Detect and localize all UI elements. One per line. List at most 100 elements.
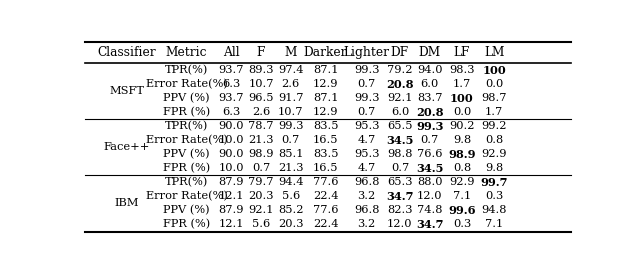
Text: 92.9: 92.9 (449, 177, 475, 187)
Text: F: F (257, 46, 265, 59)
Text: 88.0: 88.0 (417, 177, 442, 187)
Text: 94.0: 94.0 (417, 65, 442, 75)
Text: 0.7: 0.7 (420, 135, 439, 145)
Text: 83.5: 83.5 (313, 149, 339, 159)
Text: 98.7: 98.7 (481, 93, 507, 103)
Text: 7.1: 7.1 (485, 219, 503, 229)
Text: M: M (285, 46, 297, 59)
Text: 0.7: 0.7 (358, 79, 376, 89)
Text: 4.7: 4.7 (358, 135, 376, 145)
Text: 2.6: 2.6 (252, 107, 270, 117)
Text: 10.0: 10.0 (218, 163, 244, 173)
Text: 100: 100 (483, 65, 506, 76)
Text: 99.3: 99.3 (354, 93, 380, 103)
Text: 94.8: 94.8 (481, 206, 507, 215)
Text: 1.7: 1.7 (452, 79, 471, 89)
Text: 22.4: 22.4 (313, 191, 339, 202)
Text: 87.9: 87.9 (218, 177, 244, 187)
Text: 77.6: 77.6 (313, 206, 339, 215)
Text: 1.7: 1.7 (485, 107, 503, 117)
Text: IBM: IBM (115, 198, 140, 209)
Text: Error Rate(%): Error Rate(%) (146, 79, 228, 89)
Text: 6.3: 6.3 (222, 107, 241, 117)
Text: 95.3: 95.3 (354, 149, 380, 159)
Text: 10.0: 10.0 (218, 135, 244, 145)
Text: DM: DM (419, 46, 441, 59)
Text: 96.8: 96.8 (354, 206, 380, 215)
Text: 91.7: 91.7 (278, 93, 303, 103)
Text: 6.0: 6.0 (391, 107, 409, 117)
Text: 76.6: 76.6 (417, 149, 442, 159)
Text: MSFT: MSFT (109, 86, 145, 96)
Text: 96.5: 96.5 (248, 93, 274, 103)
Text: 95.3: 95.3 (354, 121, 380, 131)
Text: LM: LM (484, 46, 504, 59)
Text: 87.9: 87.9 (218, 206, 244, 215)
Text: 99.6: 99.6 (448, 205, 476, 216)
Text: 0.3: 0.3 (452, 219, 471, 229)
Text: 94.4: 94.4 (278, 177, 303, 187)
Text: FPR (%): FPR (%) (163, 163, 211, 173)
Text: TPR(%): TPR(%) (165, 121, 209, 131)
Text: 34.7: 34.7 (386, 191, 413, 202)
Text: 100: 100 (450, 93, 474, 104)
Text: 0.0: 0.0 (452, 107, 471, 117)
Text: 99.3: 99.3 (278, 121, 303, 131)
Text: 21.3: 21.3 (248, 135, 274, 145)
Text: Classifier: Classifier (98, 46, 156, 59)
Text: PPV (%): PPV (%) (163, 205, 210, 216)
Text: 34.5: 34.5 (386, 135, 413, 146)
Text: 34.7: 34.7 (416, 219, 444, 230)
Text: Error Rate(%): Error Rate(%) (146, 135, 228, 146)
Text: 12.9: 12.9 (313, 107, 339, 117)
Text: 98.9: 98.9 (248, 149, 274, 159)
Text: 98.3: 98.3 (449, 65, 475, 75)
Text: 87.1: 87.1 (313, 65, 339, 75)
Text: DF: DF (391, 46, 409, 59)
Text: 10.7: 10.7 (248, 79, 274, 89)
Text: 12.1: 12.1 (218, 219, 244, 229)
Text: 92.1: 92.1 (248, 206, 274, 215)
Text: PPV (%): PPV (%) (163, 93, 210, 103)
Text: 5.6: 5.6 (252, 219, 270, 229)
Text: 99.2: 99.2 (481, 121, 507, 131)
Text: 2.6: 2.6 (282, 79, 300, 89)
Text: 20.8: 20.8 (386, 79, 413, 90)
Text: 9.8: 9.8 (485, 163, 503, 173)
Text: 65.3: 65.3 (387, 177, 413, 187)
Text: 10.7: 10.7 (278, 107, 303, 117)
Text: 98.8: 98.8 (387, 149, 413, 159)
Text: 93.7: 93.7 (218, 65, 244, 75)
Text: 77.6: 77.6 (313, 177, 339, 187)
Text: 90.2: 90.2 (449, 121, 475, 131)
Text: 21.3: 21.3 (278, 163, 303, 173)
Text: PPV (%): PPV (%) (163, 149, 210, 159)
Text: 83.7: 83.7 (417, 93, 442, 103)
Text: 0.7: 0.7 (282, 135, 300, 145)
Text: 6.0: 6.0 (420, 79, 439, 89)
Text: 6.3: 6.3 (222, 79, 241, 89)
Text: 3.2: 3.2 (358, 191, 376, 202)
Text: 0.3: 0.3 (485, 191, 503, 202)
Text: 5.6: 5.6 (282, 191, 300, 202)
Text: 74.8: 74.8 (417, 206, 442, 215)
Text: TPR(%): TPR(%) (165, 177, 209, 188)
Text: 89.3: 89.3 (248, 65, 274, 75)
Text: 0.8: 0.8 (485, 135, 503, 145)
Text: FPR (%): FPR (%) (163, 107, 211, 117)
Text: Face++: Face++ (104, 142, 150, 152)
Text: 20.8: 20.8 (416, 107, 444, 118)
Text: 0.0: 0.0 (485, 79, 503, 89)
Text: 4.7: 4.7 (358, 163, 376, 173)
Text: 92.9: 92.9 (481, 149, 507, 159)
Text: 82.3: 82.3 (387, 206, 413, 215)
Text: 90.0: 90.0 (218, 121, 244, 131)
Text: 96.8: 96.8 (354, 177, 380, 187)
Text: 90.0: 90.0 (218, 149, 244, 159)
Text: All: All (223, 46, 239, 59)
Text: 34.5: 34.5 (416, 163, 444, 174)
Text: 79.2: 79.2 (387, 65, 413, 75)
Text: 99.3: 99.3 (416, 121, 444, 132)
Text: 79.7: 79.7 (248, 177, 274, 187)
Text: 99.7: 99.7 (481, 177, 508, 188)
